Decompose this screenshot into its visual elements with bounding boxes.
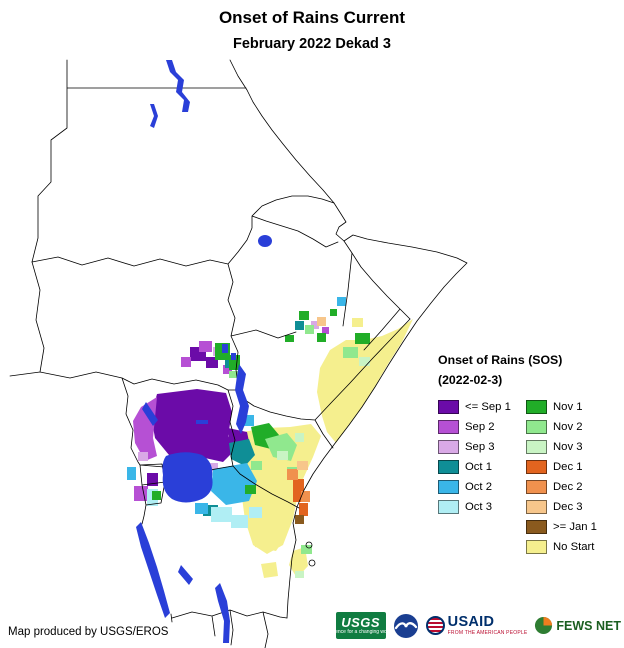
legend-swatch (526, 519, 547, 534)
water-bodies (136, 60, 272, 643)
legend-label: Dec 2 (553, 480, 583, 493)
legend-item: <= Sep 1 (438, 397, 511, 417)
legend-item: Dec 1 (526, 457, 597, 477)
legend-swatch (438, 419, 459, 434)
legend-item: Oct 2 (438, 477, 511, 497)
legend-item: Oct 3 (438, 497, 511, 517)
border-lines-central (9, 261, 411, 467)
legend-swatch (526, 479, 547, 494)
legend-item: Dec 2 (526, 477, 597, 497)
noaa-gull-icon (394, 621, 417, 629)
legend-label: Sep 3 (465, 440, 495, 453)
usaid-seal-icon (425, 616, 445, 635)
border-lines-north (31, 59, 411, 351)
legend-label: Dec 1 (553, 460, 583, 473)
country-borders (9, 59, 468, 648)
map-credit: Map produced by USGS/EROS (8, 626, 169, 638)
usgs-logo: USGS science for a changing world (329, 612, 392, 639)
map-patch-no-start (241, 318, 413, 578)
legend-item: Oct 1 (438, 457, 511, 477)
legend-swatch (438, 499, 459, 514)
fewsnet-logo-text: FEWS NET (556, 618, 621, 633)
fewsnet-globe-icon (535, 616, 553, 635)
legend-date: (2022-02-3) (438, 373, 503, 388)
legend-swatch (438, 399, 459, 414)
map-patch-sep1 (147, 347, 251, 486)
legend-item: Nov 2 (526, 417, 597, 437)
page-subtitle: February 2022 Dekad 3 (233, 36, 391, 52)
legend-swatch (438, 459, 459, 474)
usaid-logo: USAID FROM THE AMERICAN PEOPLE (425, 615, 528, 636)
legend-label: Sep 2 (465, 420, 495, 433)
legend-columns: <= Sep 1 Sep 2 Sep 3 Oct 1 Oct 2 Oct 3 N… (438, 397, 622, 561)
legend-item: No Start (526, 537, 597, 557)
fewsnet-logo: FEWS NET (534, 616, 621, 635)
map-patch-nov2 (229, 325, 358, 554)
legend-item: Nov 3 (526, 437, 597, 457)
legend-label: <= Sep 1 (465, 400, 511, 413)
legend-swatch (438, 479, 459, 494)
legend-label: Nov 2 (553, 420, 583, 433)
legend-column-2: Nov 1 Nov 2 Nov 3 Dec 1 Dec 2 Dec 3 >= J… (526, 397, 597, 557)
legend-swatch (526, 539, 547, 554)
legend-label: Nov 3 (553, 440, 583, 453)
legend-swatch (526, 419, 547, 434)
legend-label: Oct 3 (465, 500, 492, 513)
fewsnet-globe-orange (543, 616, 553, 626)
map-legend: Onset of Rains (SOS) (2022-02-3) <= Sep … (438, 350, 622, 561)
legend-label: Nov 1 (553, 400, 583, 413)
legend-item: Sep 2 (438, 417, 511, 437)
legend-item: >= Jan 1 (526, 517, 597, 537)
coastline (229, 59, 468, 619)
legend-swatch (526, 499, 547, 514)
map-patch-dec2 (287, 469, 310, 502)
legend-column-1: <= Sep 1 Sep 2 Sep 3 Oct 1 Oct 2 Oct 3 (438, 397, 511, 517)
island-outline (308, 559, 316, 567)
legend-swatch (526, 439, 547, 454)
legend-swatch (438, 439, 459, 454)
noaa-logo (393, 613, 418, 638)
map-patch-oct3 (147, 489, 262, 528)
legend-item: Sep 3 (438, 437, 511, 457)
map-patch-jan1 (295, 515, 304, 524)
legend-label: Dec 3 (553, 500, 583, 513)
legend-swatch (526, 459, 547, 474)
legend-title: Onset of Rains (SOS) (438, 353, 563, 367)
legend-swatch (526, 399, 547, 414)
legend-item: Dec 3 (526, 497, 597, 517)
legend-item: Nov 1 (526, 397, 597, 417)
legend-label: >= Jan 1 (553, 520, 597, 533)
legend-label: Oct 1 (465, 460, 492, 473)
legend-label: No Start (553, 540, 595, 553)
island-outline (305, 541, 313, 549)
page-title: Onset of Rains Current (218, 8, 406, 27)
usaid-logo-tagline: FROM THE AMERICAN PEOPLE (447, 630, 528, 636)
usgs-logo-tagline: science for a changing world (328, 629, 393, 635)
legend-label: Oct 2 (465, 480, 492, 493)
usgs-logo-text: USGS (341, 615, 381, 630)
usaid-logo-textblock: USAID FROM THE AMERICAN PEOPLE (448, 615, 528, 636)
usaid-logo-text: USAID (447, 614, 495, 630)
footer-logos: USGS science for a changing world USAID … (329, 612, 621, 639)
